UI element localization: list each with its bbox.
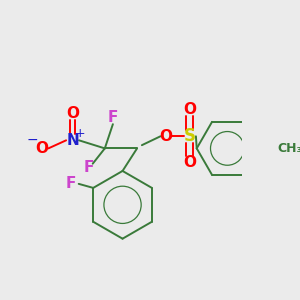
Text: O: O bbox=[35, 141, 48, 156]
Text: O: O bbox=[66, 106, 79, 121]
Text: O: O bbox=[183, 155, 196, 170]
Text: F: F bbox=[65, 176, 76, 191]
Text: O: O bbox=[183, 102, 196, 117]
Text: F: F bbox=[108, 110, 118, 125]
Text: +: + bbox=[74, 127, 85, 140]
Text: F: F bbox=[83, 160, 94, 175]
Text: S: S bbox=[184, 127, 196, 145]
Text: O: O bbox=[159, 129, 172, 144]
Text: N: N bbox=[66, 133, 79, 148]
Text: CH₃: CH₃ bbox=[277, 142, 300, 155]
Text: −: − bbox=[26, 133, 38, 147]
